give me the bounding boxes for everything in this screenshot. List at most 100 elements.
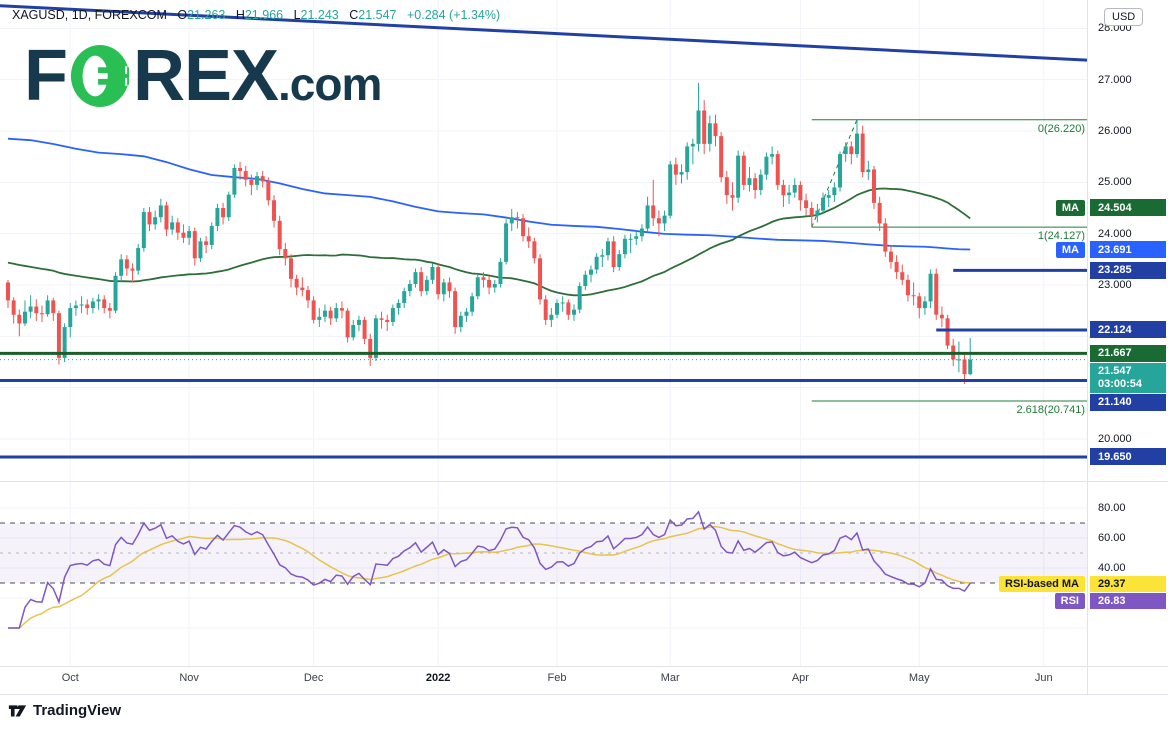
pane-separator[interactable]	[0, 478, 1168, 485]
candle-body	[249, 179, 254, 185]
forex-logo-dotcom: .com	[278, 58, 382, 110]
candle-body	[758, 174, 763, 191]
candle-body	[515, 217, 520, 219]
candle-body	[311, 300, 316, 320]
candle-body	[187, 231, 192, 238]
candle-body	[804, 200, 809, 208]
candle-body	[192, 231, 197, 259]
candle-body	[787, 192, 792, 196]
forex-logo-o-coin-icon	[70, 45, 130, 107]
candle-body	[96, 299, 101, 302]
descending-trendline[interactable]	[0, 4, 1088, 62]
rsi-indicator-tag: RSI	[1054, 592, 1085, 609]
candle-body	[6, 282, 10, 301]
ohlc-open-value: 21.263	[187, 8, 226, 22]
price-axis-label: 22.124	[1090, 321, 1166, 339]
candle-body	[475, 277, 480, 297]
candle-body	[504, 223, 509, 262]
candle-body	[351, 325, 356, 338]
forex-logo-rex: REX	[132, 36, 279, 116]
candle-body	[407, 283, 412, 292]
candle-body	[651, 205, 656, 219]
candle-body	[605, 241, 610, 256]
rsi-indicator-tag: RSI-based MA	[999, 575, 1085, 592]
candle-body	[628, 238, 633, 240]
price-tick-label: 26.000	[1098, 125, 1132, 137]
candle-body	[300, 287, 305, 291]
candle-body	[153, 217, 158, 225]
candle-body	[413, 272, 418, 284]
price-tick-label: 20.000	[1098, 432, 1132, 445]
candle-body	[549, 314, 554, 320]
candle-body	[645, 205, 650, 229]
rsi-tick-label: 60.00	[1098, 532, 1126, 544]
candle-body	[736, 155, 741, 198]
candle-body	[339, 308, 344, 311]
candle-body	[798, 184, 803, 201]
candle-body	[62, 327, 67, 358]
currency-toggle-button[interactable]: USD	[1104, 8, 1144, 26]
candle-body	[690, 143, 695, 147]
time-axis-month-label: Jun	[1034, 672, 1053, 684]
fib-level-label: 0(26.220)	[1037, 122, 1085, 135]
time-axis-month-label: Nov	[179, 672, 199, 684]
ohlc-low-label: L	[293, 8, 301, 22]
candle-body	[85, 304, 90, 309]
candle-body	[871, 169, 876, 203]
candle-body	[90, 301, 95, 309]
candle-body	[713, 123, 718, 137]
candle-body	[124, 259, 129, 269]
candle-body	[204, 241, 209, 245]
candle-body	[255, 176, 260, 185]
ohlc-open-label: O	[177, 8, 188, 22]
candle-body	[617, 254, 622, 268]
change-value: +0.284 (+1.34%)	[407, 8, 501, 22]
candle-body	[464, 311, 469, 316]
candle-body	[232, 167, 237, 195]
candle-body	[130, 268, 135, 271]
candle-body	[277, 220, 282, 250]
price-axis[interactable]: 28.000 27.000 26.000 25.000 24.000 23.000 20.0…	[1087, 0, 1168, 666]
candle-body	[838, 154, 843, 188]
candle-body	[492, 283, 497, 288]
sma50-line	[7, 187, 971, 297]
candle-body	[243, 171, 248, 180]
candle-body	[441, 282, 446, 295]
candle-body	[170, 222, 175, 230]
price-axis-label: 19.650	[1090, 448, 1166, 466]
price-axis-label: 24.504	[1090, 199, 1166, 217]
candle-body	[555, 302, 560, 315]
candle-body	[419, 272, 424, 292]
symbol-info-bar[interactable]: XAGUSD, 1D, FOREXCOM O21.263 H21.966 L21…	[12, 8, 500, 22]
candle-body	[968, 359, 973, 375]
candle-body	[136, 248, 141, 271]
candle-body	[209, 225, 214, 245]
candle-body	[28, 306, 33, 312]
candle-body	[147, 212, 152, 225]
candle-body	[498, 261, 503, 284]
time-axis-month-label: Oct	[61, 672, 79, 684]
candle-body	[945, 318, 950, 346]
candle-body	[164, 205, 169, 230]
candle-body	[424, 279, 429, 292]
candle-body	[317, 316, 322, 320]
candle-body	[73, 305, 78, 309]
tradingview-attribution[interactable]: TradingView	[8, 701, 121, 720]
candle-body	[396, 302, 401, 309]
candle-body	[888, 251, 893, 262]
candle-body	[792, 184, 797, 193]
time-axis[interactable]: Oct Nov Dec 2022 Feb Mar Apr May Jun	[0, 666, 1168, 695]
ohlc-high-value: 21.966	[244, 8, 284, 22]
candle-body	[860, 133, 865, 173]
forex-com-watermark: F REX .com	[24, 36, 382, 116]
candle-body	[775, 154, 780, 185]
candle-body	[334, 308, 339, 319]
candle-body	[741, 155, 746, 185]
fib-anchor-dashed-line	[811, 119, 858, 228]
candle-body	[719, 136, 724, 178]
candle-body	[294, 278, 299, 288]
candle-body	[175, 222, 180, 233]
candle-body	[566, 302, 571, 315]
candle-body	[322, 310, 327, 317]
